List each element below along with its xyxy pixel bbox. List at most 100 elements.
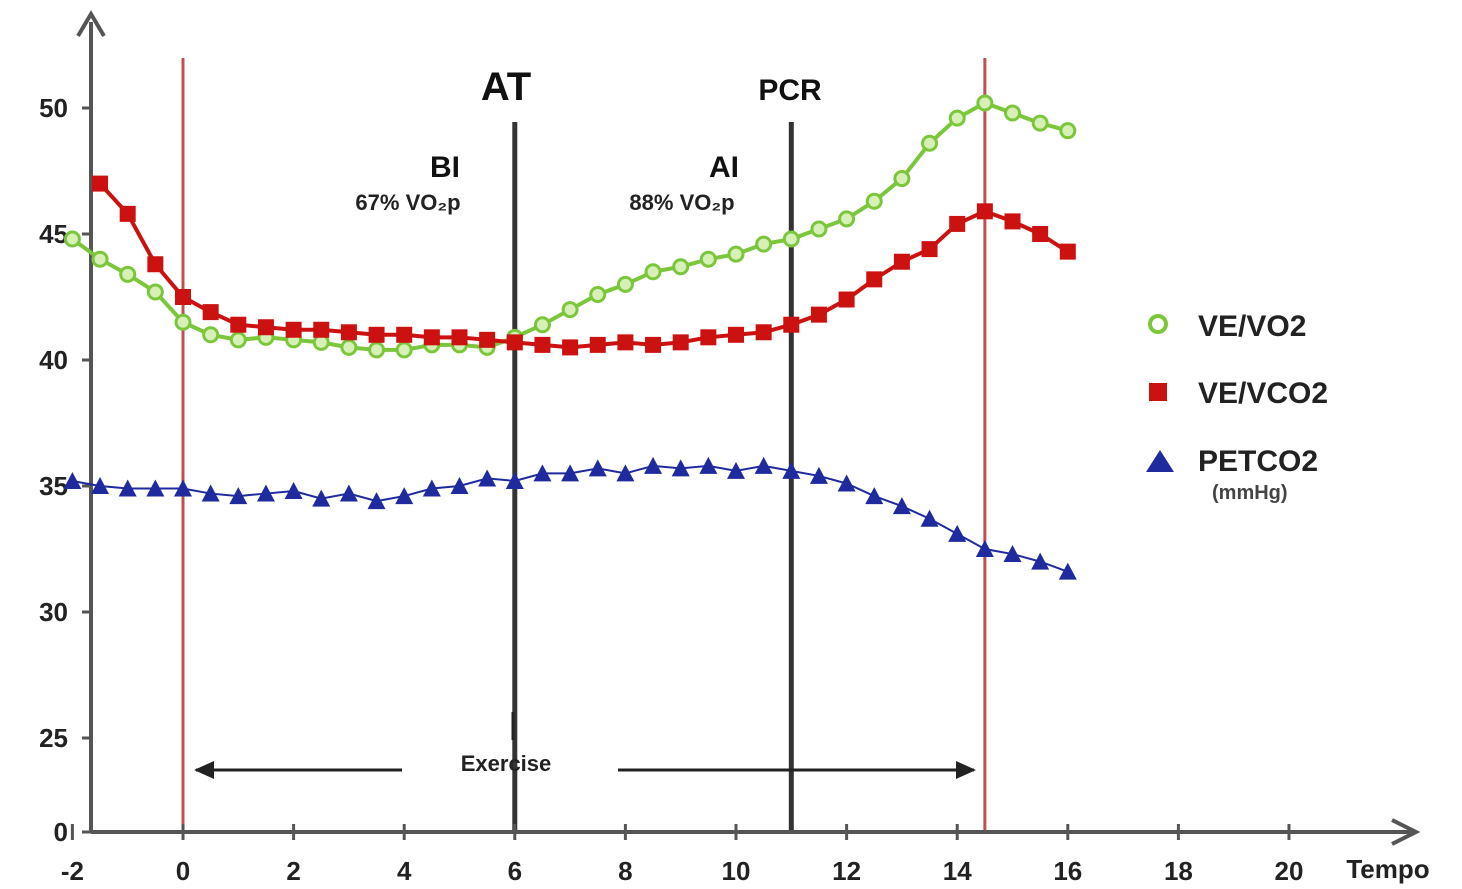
data-point [92,175,109,192]
x-tick-label: 0 [176,856,190,886]
data-point [699,250,717,268]
data-point [229,331,247,349]
data-point [1004,213,1021,230]
y-axis-arrow [76,10,106,38]
data-point [672,334,689,351]
data-point [810,306,827,323]
data-point [1031,552,1050,570]
x-tick-label: 6 [508,856,522,886]
data-point [340,338,358,356]
data-point [147,256,164,273]
bi-label: BI [430,151,460,184]
data-point [645,336,662,353]
data-point [1032,226,1049,242]
data-point [921,241,938,258]
data-point [1004,104,1021,122]
data-point [506,334,523,351]
data-point [616,464,635,482]
data-point [700,329,717,346]
series-2 [63,456,1077,580]
data-point [119,265,137,283]
ai-pct-label: 88% VO₂p [629,190,734,215]
data-point [285,321,302,338]
x-tick-label: 10 [722,856,751,886]
y-tick-label: 25 [39,723,68,753]
data-point [561,464,580,482]
data-point [865,487,884,505]
data-point [175,289,191,305]
data-point [1059,122,1077,140]
data-point [174,313,192,331]
data-point [921,134,939,152]
y-tick-label: 30 [39,597,68,627]
x-tick-label: 20 [1275,856,1304,886]
data-point [284,482,303,500]
data-point [340,324,357,341]
data-point [478,469,497,487]
data-point [783,316,800,333]
data-point [395,341,413,359]
data-point [837,474,856,492]
data-point [617,334,634,351]
data-point [146,283,164,301]
data-point [782,230,800,248]
series [63,94,1077,580]
data-point [588,459,607,477]
data-point [727,461,745,479]
y-tick-label: 0 [54,817,68,847]
data-point [533,316,551,334]
exercise-arrowhead-left [194,761,214,779]
y-ticks: 0 25 30 35 40 45 50 [39,93,91,847]
legend-unit-petco2: (mmHg) [1212,482,1288,504]
data-point [256,484,275,502]
data-point [339,484,358,502]
data-point [91,477,110,494]
y-tick-label: 35 [39,471,68,501]
data-point [505,471,524,489]
data-point [119,205,136,222]
x-axis-arrow [1391,818,1421,846]
data-point [118,479,137,497]
legend-circle-marker [1148,314,1168,334]
data-point [201,484,220,502]
data-point [367,492,386,510]
legend: VE/VO2 VE/VCO2 PETCO2 (mmHg) [1146,310,1328,504]
data-point [395,487,414,505]
data-point [892,497,911,515]
data-point [976,94,994,112]
x-tick-label: 2 [286,856,300,886]
data-point [63,471,82,489]
data-point [754,456,773,474]
data-point [146,479,165,497]
x-tick-label: 4 [397,856,412,886]
data-point [312,489,331,507]
data-point [948,524,967,542]
x-tick-label: 16 [1053,856,1082,886]
legend-item-ve-vco2: VE/VCO2 [1149,377,1328,410]
x-tick-label: 8 [618,856,632,886]
data-point [893,170,911,188]
data-point [948,109,966,127]
legend-triangle-marker [1146,450,1174,472]
x-tick-label: -2 [61,856,84,886]
ai-label: AI [709,151,739,184]
y-tick-label: 50 [39,93,68,123]
data-point [479,331,496,348]
series-0 [63,94,1077,359]
data-point [975,540,994,557]
data-point [451,329,468,346]
series-line [72,464,1069,573]
exercise-arrowhead-right [956,761,976,779]
data-point [672,258,690,276]
data-point [755,324,772,341]
data-point [230,316,247,333]
data-point [1031,114,1049,132]
data-point [562,339,579,356]
axes [76,10,1421,846]
data-point [838,210,856,228]
y-tick-label: 40 [39,345,68,375]
x-axis-label: Tempo [1346,854,1429,884]
data-point [229,487,248,505]
bi-pct-label: 67% VO₂p [355,190,460,215]
